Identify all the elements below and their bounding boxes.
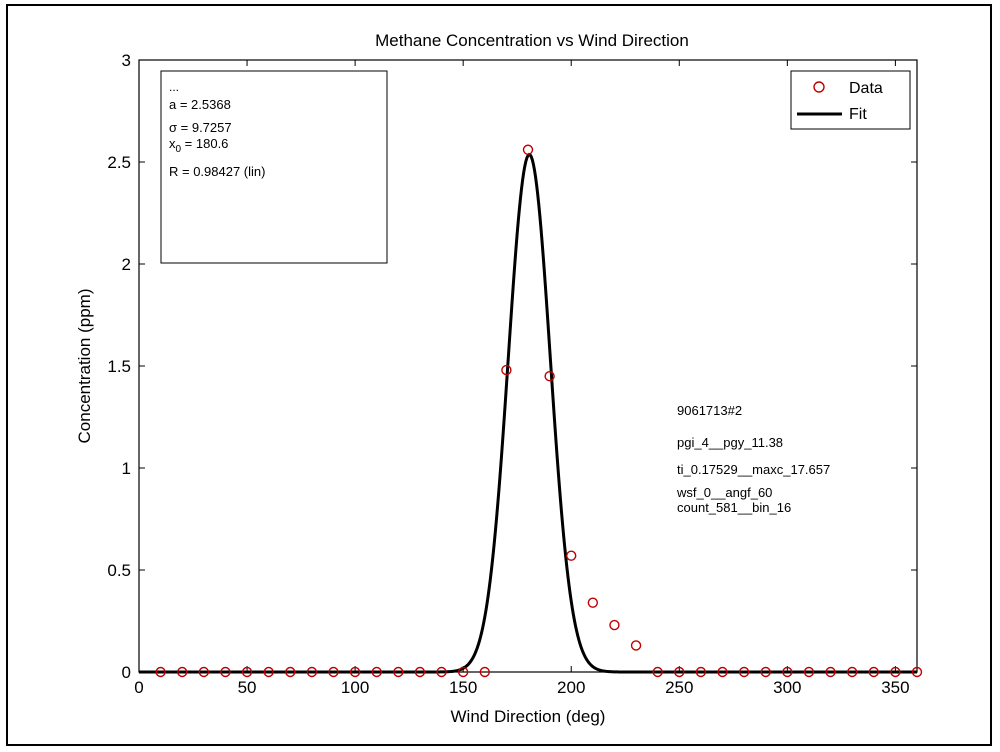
data-point xyxy=(349,666,361,678)
data-point xyxy=(803,666,815,678)
fit-x0-value: = 180.6 xyxy=(181,136,228,151)
fit-x0-subscript: 0 xyxy=(176,144,182,155)
data-point xyxy=(328,666,339,678)
data-point xyxy=(198,666,210,678)
x-axis-label: Wind Direction (deg) xyxy=(451,707,606,726)
y-tick-labels: 0 0.5 1 1.5 2 2.5 3 xyxy=(107,51,131,682)
x-tick-label: 250 xyxy=(665,678,693,697)
data-point xyxy=(911,666,923,678)
fit-line xyxy=(139,152,917,674)
data-point xyxy=(177,666,188,678)
legend-data-label: Data xyxy=(849,80,883,97)
y-tick-label: 1 xyxy=(122,459,131,478)
fit-param-x0: x0 = 180.6 xyxy=(169,136,228,155)
fit-box-ellipsis: ... xyxy=(169,80,179,94)
legend-fit-label: Fit xyxy=(849,106,867,123)
data-point xyxy=(846,666,858,678)
figure-frame: Methane Concentration vs Wind Direction … xyxy=(6,4,992,746)
data-point xyxy=(566,550,577,561)
x-tick-label: 50 xyxy=(238,678,257,697)
data-point xyxy=(285,666,296,678)
y-tick-label: 3 xyxy=(122,51,131,70)
run-annotations: 9061713#2 pgi_4__pgy_11.38 ti_0.17529__m… xyxy=(676,403,830,515)
fit-x0-symbol: x xyxy=(169,136,176,151)
data-points xyxy=(155,144,923,678)
x-tick-label: 150 xyxy=(449,678,477,697)
fit-results-box: ... a = 2.5368 σ = 9.7257 x0 = 180.6 R =… xyxy=(160,70,388,264)
annotation-pgi: pgi_4__pgy_11.38 xyxy=(677,435,783,450)
y-tick-label: 0.5 xyxy=(107,561,131,580)
data-point xyxy=(587,597,599,608)
legend: Data Fit xyxy=(790,70,911,130)
annotation-ti: ti_0.17529__maxc_17.657 xyxy=(677,462,830,477)
annotation-run-id: 9061713#2 xyxy=(677,403,742,418)
data-point xyxy=(306,666,318,678)
legend-data-marker xyxy=(813,81,825,93)
data-point xyxy=(241,666,253,678)
data-point xyxy=(738,666,750,678)
data-point xyxy=(501,364,512,376)
data-point xyxy=(609,619,620,631)
chart: Methane Concentration vs Wind Direction … xyxy=(75,31,923,726)
annotation-wsf: wsf_0__angf_60 xyxy=(676,485,772,500)
y-tick-label: 1.5 xyxy=(107,357,131,376)
data-point xyxy=(263,666,274,678)
data-point xyxy=(414,666,426,678)
data-point xyxy=(760,666,771,678)
data-point xyxy=(652,666,663,678)
data-point xyxy=(371,666,382,678)
x-tick-label: 350 xyxy=(881,678,909,697)
y-axis-label: Concentration (ppm) xyxy=(75,289,94,444)
data-point xyxy=(479,666,490,678)
data-point xyxy=(522,144,534,155)
fit-box-frame xyxy=(160,70,388,264)
fit-param-sigma: σ = 9.7257 xyxy=(169,120,232,135)
data-point xyxy=(717,666,728,678)
chart-title: Methane Concentration vs Wind Direction xyxy=(375,31,689,50)
annotation-count: count_581__bin_16 xyxy=(677,500,791,515)
data-point xyxy=(674,666,685,678)
data-point xyxy=(890,666,901,678)
y-tick-label: 0 xyxy=(122,663,131,682)
legend-frame xyxy=(790,70,911,130)
fit-param-r: R = 0.98427 (lin) xyxy=(169,164,265,179)
data-point xyxy=(155,666,166,678)
x-tick-label: 100 xyxy=(341,678,369,697)
x-tick-label: 0 xyxy=(134,678,143,697)
x-tick-labels: 0 50 100 150 200 250 300 350 xyxy=(134,678,909,697)
x-tick-label: 200 xyxy=(557,678,585,697)
x-tick-label: 300 xyxy=(773,678,801,697)
data-point xyxy=(782,666,793,678)
data-point xyxy=(544,371,555,382)
data-point xyxy=(393,666,404,678)
data-point xyxy=(457,666,469,678)
data-point xyxy=(695,666,707,678)
data-point xyxy=(868,666,879,678)
y-tick-label: 2 xyxy=(122,255,131,274)
data-point xyxy=(436,666,447,678)
data-point xyxy=(630,640,642,651)
fit-param-a: a = 2.5368 xyxy=(169,97,231,112)
y-tick-label: 2.5 xyxy=(107,153,131,172)
data-point xyxy=(825,666,836,678)
data-point xyxy=(220,666,231,678)
